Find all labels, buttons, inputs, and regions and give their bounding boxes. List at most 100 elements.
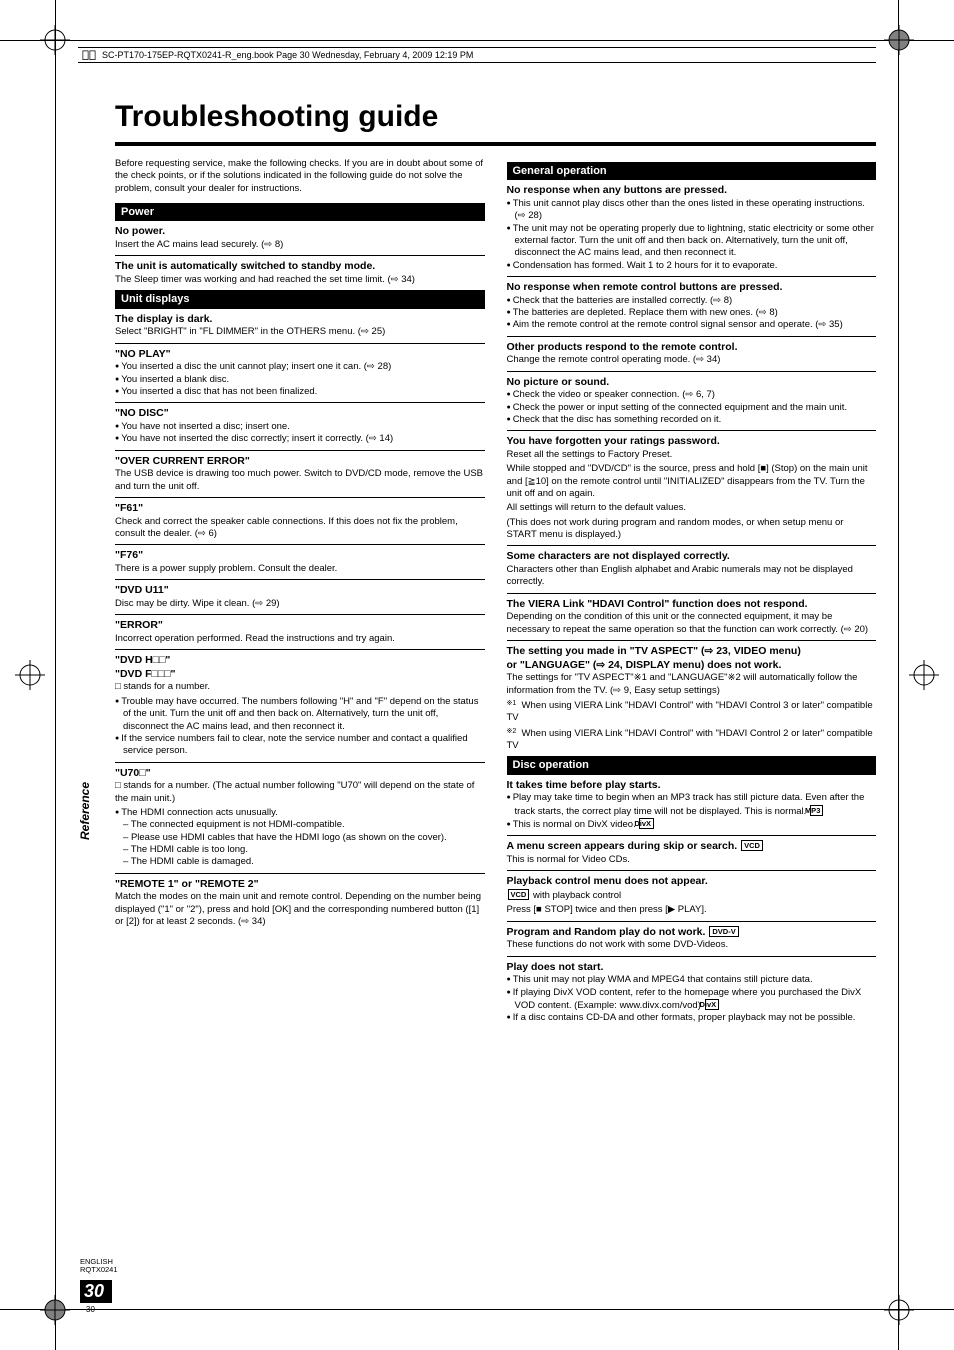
disc-pbc-b2: Press [■ STOP] twice and then press [▶ P… xyxy=(507,904,877,916)
f61-body: Check and correct the speaker cable conn… xyxy=(115,516,485,541)
section-unit-displays: Unit displays xyxy=(115,290,485,308)
setting-note-2: ※2 When using VIERA Link "HDAVI Control"… xyxy=(507,727,877,753)
divider xyxy=(115,873,485,874)
dvdh-title: "DVD H□□" xyxy=(115,654,485,668)
char-body: Characters other than English alphabet a… xyxy=(507,564,877,589)
pw-title: You have forgotten your ratings password… xyxy=(507,435,877,449)
columns: Before requesting service, make the foll… xyxy=(115,158,876,1025)
u70-1d: The HDMI cable is damaged. xyxy=(115,856,485,868)
disc-menu-title: A menu screen appears during skip or sea… xyxy=(507,840,877,854)
setting-intro: The settings for "TV ASPECT"※1 and "LANG… xyxy=(507,672,877,697)
no-power-body: Insert the AC mains lead securely. (⇨ 8) xyxy=(115,239,485,251)
divider xyxy=(115,343,485,344)
badge-vcd: VCD xyxy=(741,840,763,851)
nodisc-1: You have not inserted a disc; insert one… xyxy=(115,421,485,433)
nodisc-title: "NO DISC" xyxy=(115,407,485,421)
disc-prog-title: Program and Random play do not work. DVD… xyxy=(507,926,877,940)
remresp-1: Check that the batteries are installed c… xyxy=(507,295,877,307)
page-number-block: ENGLISH RQTX0241 30 30 xyxy=(80,1258,118,1315)
dark-body: Select "BRIGHT" in "FL DIMMER" in the OT… xyxy=(115,326,485,338)
crop-line-right xyxy=(898,0,899,1350)
divider xyxy=(507,276,877,277)
disc-time-2: This is normal on DivX video. DivX xyxy=(507,818,877,831)
divider xyxy=(115,544,485,545)
disc-start-2: If playing DivX VOD content, refer to th… xyxy=(507,987,877,1013)
viera-title: The VIERA Link "HDAVI Control" function … xyxy=(507,598,877,612)
dvdhf-1: Trouble may have occurred. The numbers f… xyxy=(115,696,485,733)
disc-menu-body: This is normal for Video CDs. xyxy=(507,854,877,866)
divider xyxy=(507,640,877,641)
over-body: The USB device is drawing too much power… xyxy=(115,468,485,493)
nodisc-2: You have not inserted the disc correctly… xyxy=(115,433,485,445)
divider xyxy=(115,649,485,650)
nopic-title: No picture or sound. xyxy=(507,376,877,390)
remote-title: "REMOTE 1" or "REMOTE 2" xyxy=(115,878,485,892)
dark-title: The display is dark. xyxy=(115,313,485,327)
crop-line-top xyxy=(0,40,954,41)
reg-mark-mr xyxy=(909,660,939,690)
divider xyxy=(115,450,485,451)
noresp-1: This unit cannot play discs other than t… xyxy=(507,198,877,223)
noresp-2: The unit may not be operating properly d… xyxy=(507,223,877,260)
disc-time-1: Play may take time to begin when an MP3 … xyxy=(507,792,877,818)
over-title: "OVER CURRENT ERROR" xyxy=(115,455,485,469)
u70-title: "U70□" xyxy=(115,767,485,781)
nopic-1: Check the video or speaker connection. (… xyxy=(507,389,877,401)
dvdhf-note: □ stands for a number. xyxy=(115,681,485,693)
pw-2: While stopped and "DVD/CD" is the source… xyxy=(507,463,877,500)
section-disc: Disc operation xyxy=(507,756,877,774)
remote-body: Match the modes on the main unit and rem… xyxy=(115,891,485,928)
column-right: General operation No response when any b… xyxy=(507,158,877,1025)
setting-title-2: or "LANGUAGE" (⇨ 24, DISPLAY menu) does … xyxy=(507,659,877,673)
char-title: Some characters are not displayed correc… xyxy=(507,550,877,564)
divider xyxy=(507,593,877,594)
badge-dvdv: DVD-V xyxy=(709,926,738,937)
standby-body: The Sleep timer was working and had reac… xyxy=(115,274,485,286)
err-title: "ERROR" xyxy=(115,619,485,633)
noplay-title: "NO PLAY" xyxy=(115,348,485,362)
divider xyxy=(115,497,485,498)
divider xyxy=(507,835,877,836)
disc-prog-body: These functions do not work with some DV… xyxy=(507,939,877,951)
title-rule xyxy=(115,142,876,146)
dvdf-title: "DVD F□□□" xyxy=(115,668,485,682)
remresp-2: The batteries are depleted. Replace them… xyxy=(507,307,877,319)
pw-3: All settings will return to the default … xyxy=(507,502,877,514)
divider xyxy=(507,545,877,546)
noresp-3: Condensation has formed. Wait 1 to 2 hou… xyxy=(507,260,877,272)
page-header-text: SC-PT170-175EP-RQTX0241-R_eng.book Page … xyxy=(102,50,473,60)
otherprod-body: Change the remote control operating mode… xyxy=(507,354,877,366)
section-general: General operation xyxy=(507,162,877,180)
disc-start-title: Play does not start. xyxy=(507,961,877,975)
noplay-2: You inserted a blank disc. xyxy=(115,374,485,386)
divider xyxy=(115,255,485,256)
u70-1a: The connected equipment is not HDMI-comp… xyxy=(115,819,485,831)
reg-mark-br xyxy=(884,1295,914,1325)
u70-1b: Please use HDMI cables that have the HDM… xyxy=(115,832,485,844)
f76-body: There is a power supply problem. Consult… xyxy=(115,563,485,575)
reg-mark-tl xyxy=(40,25,70,55)
u70-1: The HDMI connection acts unusually. xyxy=(115,807,485,819)
divider xyxy=(507,870,877,871)
disc-start-1: This unit may not play WMA and MPEG4 tha… xyxy=(507,974,877,986)
noplay-1: You inserted a disc the unit cannot play… xyxy=(115,361,485,373)
reg-mark-tr xyxy=(884,25,914,55)
remresp-title: No response when remote control buttons … xyxy=(507,281,877,295)
setting-note-1: ※1 When using VIERA Link "HDAVI Control"… xyxy=(507,699,877,725)
disc-pbc-b1: VCD with playback control xyxy=(507,889,877,902)
f76-title: "F76" xyxy=(115,549,485,563)
side-tab-label: Reference xyxy=(78,782,92,840)
u11-title: "DVD U11" xyxy=(115,584,485,598)
reg-mark-bl xyxy=(40,1295,70,1325)
divider xyxy=(507,956,877,957)
f61-title: "F61" xyxy=(115,502,485,516)
crop-line-bottom xyxy=(0,1309,954,1310)
page-title: Troubleshooting guide xyxy=(115,100,876,134)
page-content: Troubleshooting guide Before requesting … xyxy=(115,100,876,1290)
nopic-2: Check the power or input setting of the … xyxy=(507,402,877,414)
divider xyxy=(115,762,485,763)
u70-1c: The HDMI cable is too long. xyxy=(115,844,485,856)
u70-note: □ stands for a number. (The actual numbe… xyxy=(115,780,485,805)
disc-pbc-title: Playback control menu does not appear. xyxy=(507,875,877,889)
page-header-bar: SC-PT170-175EP-RQTX0241-R_eng.book Page … xyxy=(78,47,876,63)
